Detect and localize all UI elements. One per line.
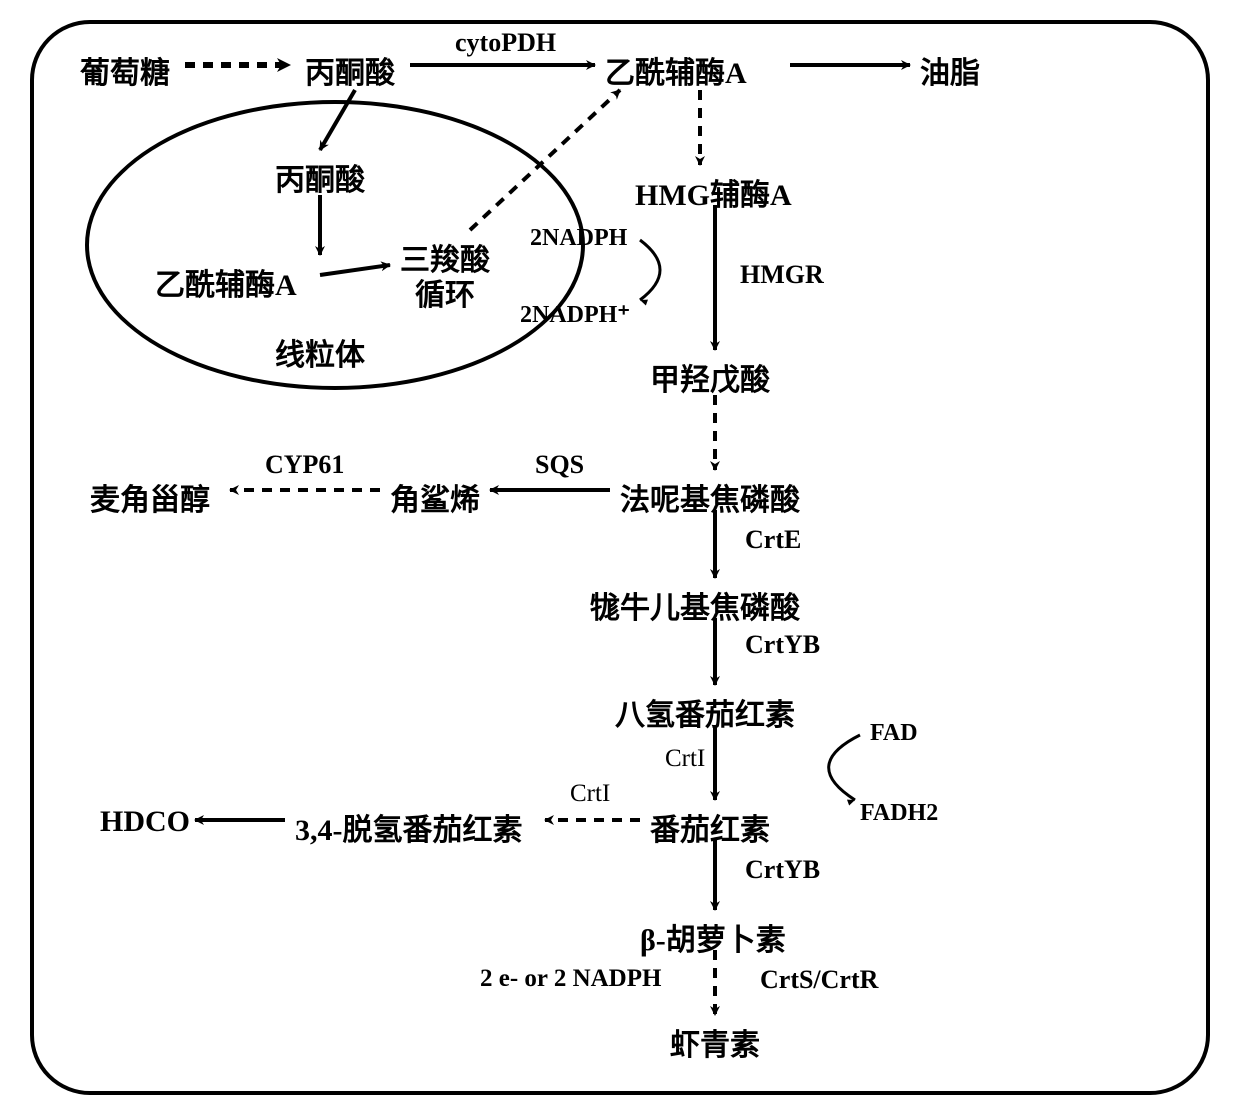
node-hmgcoa: HMG辅酶A: [635, 170, 792, 214]
enzyme-sqs: SQS: [535, 450, 584, 480]
node-dehydrolycopene: 3,4-脱氢番茄红素: [295, 805, 523, 849]
label-mitochondrion: 线粒体: [275, 330, 365, 374]
node-ergosterol: 麦角甾醇: [90, 475, 210, 519]
node-pyruvate-mito: 丙酮酸: [275, 155, 365, 199]
node-glucose: 葡萄糖: [80, 48, 170, 92]
enzyme-cyp61: CYP61: [265, 450, 344, 480]
node-phytoene: 八氢番茄红素: [615, 690, 795, 734]
enzyme-crts-crtr: CrtS/CrtR: [760, 965, 878, 995]
node-hdco: HDCO: [100, 805, 190, 839]
node-acetylcoa-cytosol: 乙酰辅酶A: [605, 48, 747, 92]
label-cofactor: 2 e- or 2 NADPH: [480, 965, 661, 993]
enzyme-crtyb-1: CrtYB: [745, 630, 820, 660]
label-nadph-in: 2NADPH: [530, 225, 627, 252]
node-mevalonate: 甲羟戊酸: [650, 355, 770, 399]
node-pyruvate-cytosol: 丙酮酸: [305, 48, 395, 92]
enzyme-cytopdh: cytoPDH: [455, 28, 556, 58]
enzyme-hmgr: HMGR: [740, 260, 824, 290]
node-ggpp: 牻牛儿基焦磷酸: [590, 583, 800, 627]
label-nadph-out: 2NADPH⁺: [520, 300, 630, 329]
node-beta-carotene: β-胡萝卜素: [640, 915, 786, 959]
label-fadh2: FADH2: [860, 800, 938, 827]
enzyme-crte: CrtE: [745, 525, 801, 555]
node-fpp: 法呢基焦磷酸: [620, 475, 800, 519]
node-astaxanthin: 虾青素: [670, 1020, 760, 1064]
node-squalene: 角鲨烯: [390, 475, 480, 519]
enzyme-crti-1: CrtI: [665, 745, 705, 773]
node-lipid: 油脂: [920, 48, 980, 92]
enzyme-crti-2: CrtI: [570, 780, 610, 808]
node-lycopene: 番茄红素: [650, 805, 770, 849]
node-tca-2: 循环: [415, 270, 475, 314]
enzyme-crtyb-2: CrtYB: [745, 855, 820, 885]
label-fad: FAD: [870, 720, 918, 747]
node-acetylcoa-mito: 乙酰辅酶A: [155, 260, 297, 304]
